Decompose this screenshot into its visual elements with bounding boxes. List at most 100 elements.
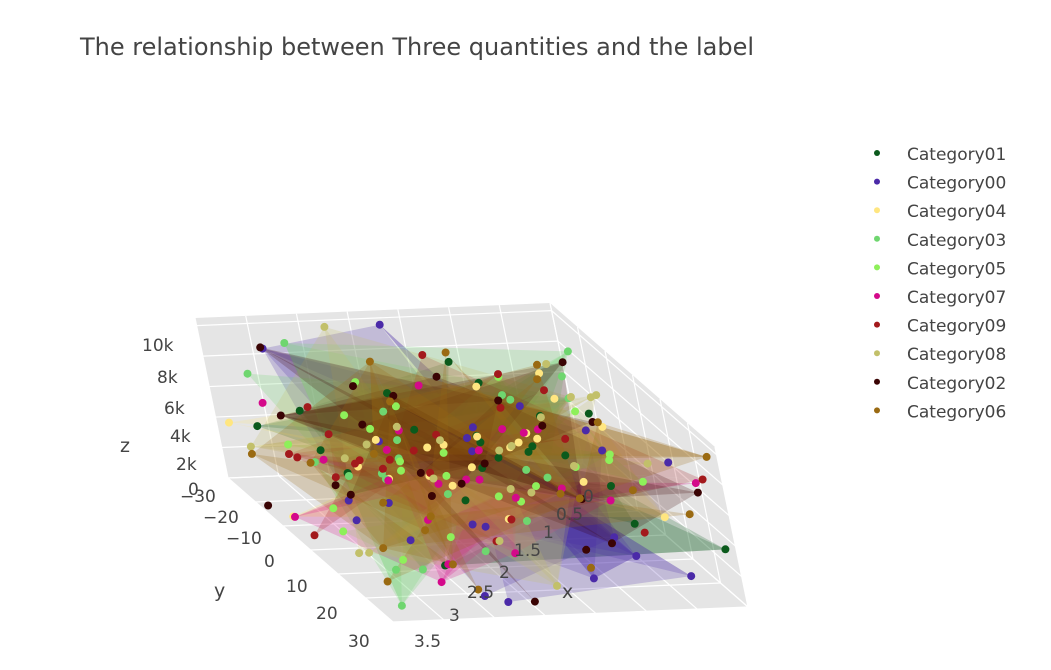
data-point — [409, 446, 418, 455]
mesh-face — [379, 324, 637, 579]
z-tick-label: 10k — [142, 336, 174, 356]
legend: Category01 Category00 Category04 Category03… — [874, 145, 1006, 422]
data-point — [247, 449, 256, 458]
legend-marker-icon — [874, 293, 880, 299]
data-point — [406, 536, 415, 545]
data-point — [340, 454, 349, 463]
data-point — [378, 464, 387, 473]
legend-marker-icon — [874, 407, 880, 414]
data-point — [593, 418, 602, 427]
data-point — [605, 450, 614, 459]
data-point — [443, 490, 452, 499]
mesh-face — [293, 438, 538, 517]
data-point — [352, 516, 361, 525]
data-point — [329, 504, 338, 513]
data-point — [362, 440, 371, 449]
x-axis-title: x — [562, 581, 573, 603]
data-point — [643, 459, 652, 468]
data-point — [379, 407, 388, 416]
data-point — [638, 477, 647, 486]
mesh-face — [390, 364, 580, 499]
legend-marker-icon — [874, 350, 880, 357]
data-point — [448, 481, 457, 490]
data-point — [392, 422, 401, 431]
data-point — [538, 421, 547, 430]
data-point — [481, 522, 490, 531]
mesh-face — [387, 498, 580, 582]
data-point — [375, 320, 384, 329]
data-point — [258, 398, 267, 407]
mesh-face — [425, 352, 453, 565]
mesh-face — [310, 361, 707, 463]
data-point — [369, 449, 378, 458]
legend-item-label: Category09 — [907, 317, 1006, 337]
data-point — [543, 473, 552, 482]
mesh-face — [324, 326, 511, 489]
data-point — [472, 382, 481, 391]
y-tick-label: 30 — [348, 632, 370, 652]
mesh-face — [320, 450, 635, 524]
legend-item-label: Category03 — [907, 231, 1006, 251]
data-point — [511, 549, 520, 558]
data-point — [515, 402, 524, 411]
data-point — [721, 545, 730, 554]
mesh-face — [247, 373, 569, 570]
mesh-face — [396, 426, 648, 479]
data-point — [355, 549, 364, 558]
data-point — [437, 578, 446, 587]
mesh-face — [579, 422, 707, 499]
mesh-face — [262, 348, 615, 596]
data-point — [382, 445, 391, 454]
mesh-face — [260, 347, 485, 464]
data-point — [575, 494, 584, 503]
mesh-face — [383, 379, 538, 517]
data-point — [475, 475, 484, 484]
z-tick-label: 2k — [176, 455, 197, 475]
mesh-face — [396, 426, 574, 586]
mesh-face — [335, 450, 414, 478]
x-tick-label: 1 — [543, 523, 554, 543]
x-tick-label: 1.5 — [514, 541, 541, 561]
data-point — [506, 485, 515, 493]
mesh-face — [293, 426, 665, 518]
data-point — [561, 451, 570, 460]
data-point — [461, 496, 470, 505]
data-point — [504, 598, 513, 606]
data-point — [536, 413, 545, 422]
data-point — [392, 565, 400, 574]
data-point — [556, 489, 565, 498]
data-point — [444, 357, 453, 366]
mesh-face — [251, 453, 690, 549]
data-point — [592, 391, 601, 400]
mesh-face — [476, 382, 483, 468]
data-point — [340, 411, 349, 420]
mesh-face — [479, 479, 516, 554]
data-point — [256, 343, 265, 352]
data-point — [553, 581, 561, 590]
mesh-face — [466, 437, 692, 602]
plot-scene[interactable] — [194, 302, 749, 623]
data-point — [480, 592, 489, 600]
mesh-face — [343, 501, 522, 560]
mesh-face — [228, 373, 540, 437]
mesh-face — [289, 374, 498, 469]
data-point — [587, 563, 595, 572]
mesh-face — [228, 422, 665, 518]
mesh-face — [498, 400, 698, 500]
data-point — [365, 357, 374, 366]
data-point — [542, 360, 551, 368]
mesh-face — [335, 438, 566, 478]
y-tick-label: −10 — [226, 529, 262, 549]
data-point — [457, 479, 466, 488]
legend-item-label: Category08 — [907, 345, 1006, 365]
data-point — [563, 347, 572, 356]
mesh-face — [280, 362, 583, 500]
data-point — [496, 403, 505, 412]
z-tick-label: 8k — [157, 368, 178, 388]
data-point — [522, 465, 531, 474]
data-point — [533, 434, 542, 443]
data-point — [519, 428, 528, 437]
data-point — [316, 446, 325, 455]
mesh-face — [344, 415, 643, 482]
